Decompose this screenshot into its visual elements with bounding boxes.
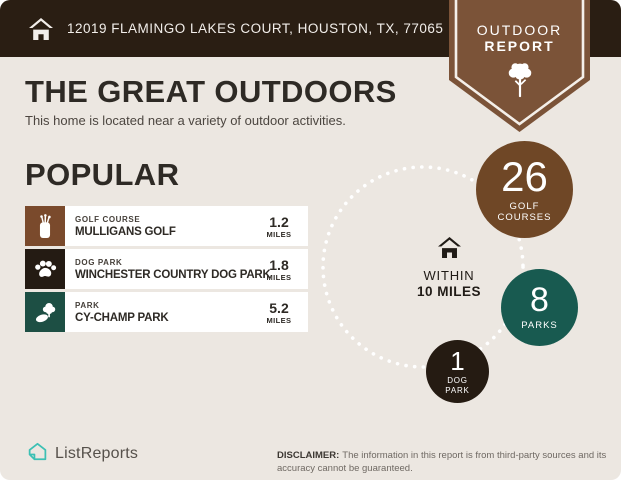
place-name: CY-CHAMP PARK	[75, 311, 169, 324]
category-label: GOLF COURSE	[75, 214, 141, 224]
popular-list: GOLF COURSE MULLIGANS GOLF 1.2 MILES	[25, 206, 308, 332]
list-item-text: DOG PARK WINCHESTER COUNTRY DOG PARK	[75, 257, 271, 281]
place-name: WINCHESTER COUNTRY DOG PARK	[75, 268, 271, 281]
list-item-park: PARK CY-CHAMP PARK 5.2 MILES	[25, 292, 308, 332]
stat-dog-park: 1 DOG PARK	[426, 340, 489, 403]
distance-unit: MILES	[266, 272, 292, 282]
stat-value: 8	[530, 281, 549, 320]
list-item-golf-course: GOLF COURSE MULLIGANS GOLF 1.2 MILES	[25, 206, 308, 246]
badge-line1: OUTDOOR	[476, 22, 563, 38]
stat-label: PARKS	[521, 320, 558, 332]
radius-miles: 10 MILES	[416, 284, 482, 299]
house-icon	[28, 17, 54, 41]
stat-label: GOLF COURSES	[497, 200, 552, 223]
outdoor-report-badge: OUTDOOR REPORT	[449, 0, 590, 134]
page-subtitle: This home is located near a variety of o…	[25, 113, 346, 128]
stat-value: 1	[450, 345, 465, 376]
listreports-house-icon	[27, 441, 48, 467]
radius-label: WITHIN 10 MILES	[399, 236, 499, 299]
golf-bag-icon	[25, 206, 65, 246]
park-icon	[25, 292, 65, 332]
distance-value: 1.2	[269, 213, 289, 230]
stat-golf-courses: 26 GOLF COURSES	[476, 141, 573, 238]
stat-label: DOG PARK	[445, 375, 470, 395]
category-label: DOG PARK	[75, 257, 123, 267]
list-item-text: PARK CY-CHAMP PARK	[75, 301, 254, 324]
paw-icon	[25, 249, 65, 289]
list-item-dog-park: DOG PARK WINCHESTER COUNTRY DOG PARK 1.8…	[25, 249, 308, 289]
distance-value: 1.8	[269, 256, 289, 273]
property-address: 12019 FLAMINGO LAKES COURT, HOUSTON, TX,…	[67, 21, 444, 36]
distance-unit: MILES	[266, 229, 292, 239]
category-label: PARK	[75, 300, 100, 310]
distance-unit: MILES	[266, 315, 292, 325]
disclaimer-text: The information in this report is from t…	[277, 449, 607, 475]
distance-value: 5.2	[269, 299, 289, 316]
badge-line2: REPORT	[484, 38, 555, 54]
page-title: THE GREAT OUTDOORS	[25, 74, 397, 109]
place-name: MULLIGANS GOLF	[75, 225, 176, 238]
tree-icon	[449, 62, 590, 98]
popular-heading: POPULAR	[25, 157, 180, 192]
brand-name: ListReports	[55, 445, 139, 462]
disclaimer: DISCLAIMER: The information in this repor…	[277, 449, 613, 477]
distance: 1.8 MILES	[254, 257, 304, 282]
list-item-text: GOLF COURSE MULLIGANS GOLF	[75, 215, 254, 238]
distance: 5.2 MILES	[254, 300, 304, 325]
stat-parks: 8 PARKS	[501, 269, 578, 346]
disclaimer-label: DISCLAIMER:	[277, 449, 340, 461]
house-icon	[437, 236, 462, 263]
stat-value: 26	[501, 152, 548, 200]
radius-within: WITHIN	[423, 268, 475, 283]
listreports-logo: ListReports	[27, 441, 138, 467]
distance: 1.2 MILES	[254, 214, 304, 239]
radius-dashed-circle	[319, 163, 527, 376]
